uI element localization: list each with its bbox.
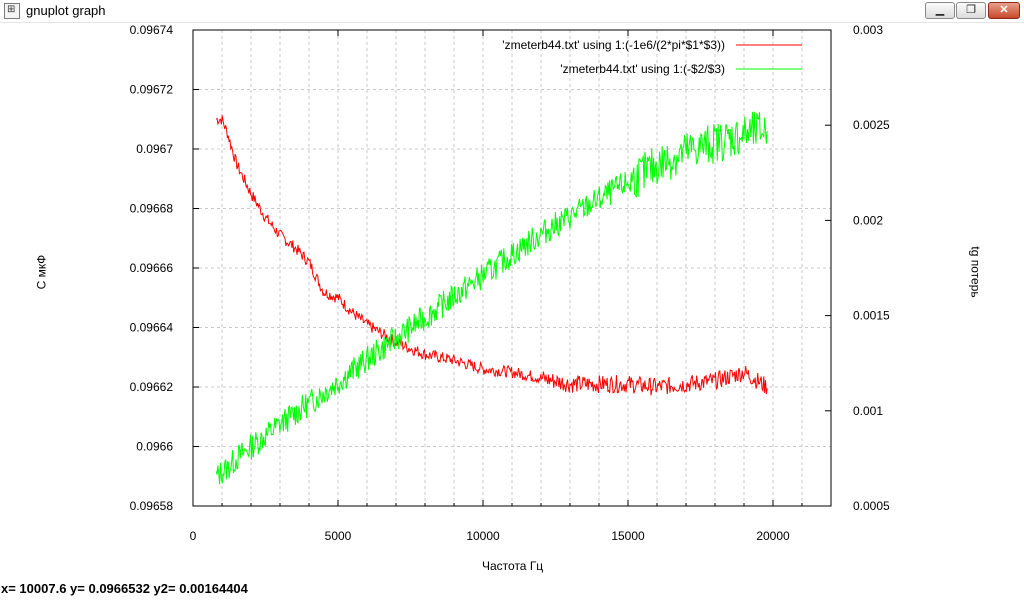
series-line-1 — [215, 115, 768, 396]
y-tick-label: 0.09658 — [130, 499, 174, 513]
y-tick-label: 0.09672 — [130, 83, 174, 97]
y-tick-label: 0.09664 — [130, 321, 174, 335]
legend-label-2: 'zmeterb44.txt' using 1:(-$2/$3) — [560, 62, 725, 76]
series-line-2 — [215, 111, 768, 485]
y-tick-label: 0.09668 — [130, 202, 174, 216]
y2-tick-label: 0.0005 — [853, 499, 890, 513]
restore-button[interactable]: ❐ — [956, 2, 986, 19]
x-tick-label: 10000 — [466, 529, 500, 543]
y-tick-label: 0.09674 — [130, 23, 174, 37]
y2-tick-label: 0.002 — [853, 213, 883, 227]
gnuplot-chart[interactable]: 0 5000 10000 15000 20000 0.09674 0.09672 0.0967… — [0, 22, 1024, 578]
minimize-icon: ▁ — [935, 4, 945, 16]
y-axis-label: С мкФ — [34, 254, 49, 290]
y-tick-label: 0.09662 — [130, 380, 174, 394]
cursor-coordinates: x= 10007.6 y= 0.0966532 y2= 0.00164404 — [1, 581, 248, 596]
title-bar: ⊞ gnuplot graph ▁ ❐ ✕ — [0, 0, 1024, 23]
x-tick-label: 15000 — [611, 529, 645, 543]
y-tick-label: 0.09666 — [130, 261, 174, 275]
y-tick-label: 0.0967 — [136, 142, 173, 156]
y2-tick-label: 0.0015 — [853, 309, 890, 323]
window-title: gnuplot graph — [26, 3, 106, 18]
close-icon: ✕ — [999, 4, 1009, 16]
y2-tick-label: 0.003 — [853, 23, 883, 37]
minimize-button[interactable]: ▁ — [925, 2, 955, 19]
status-bar: x= 10007.6 y= 0.0966532 y2= 0.00164404 — [0, 578, 1024, 600]
legend-label-1: 'zmeterb44.txt' using 1:(-1e6/(2*pi*$1*$… — [502, 38, 725, 52]
x-tick-label: 5000 — [325, 529, 352, 543]
x-tick-label: 0 — [190, 529, 197, 543]
x-tick-label: 20000 — [756, 529, 790, 543]
restore-icon: ❐ — [966, 4, 976, 16]
gnuplot-graph-icon[interactable]: ⊞ — [4, 3, 20, 19]
close-button[interactable]: ✕ — [988, 2, 1020, 19]
y-tick-label: 0.0966 — [136, 440, 173, 454]
y2-tick-label: 0.001 — [853, 404, 883, 418]
x-axis-label: Частота Гц — [482, 559, 544, 573]
y2-axis-label: tg потерь — [968, 246, 983, 298]
y2-tick-label: 0.0025 — [853, 118, 890, 132]
plot-area[interactable]: 0 5000 10000 15000 20000 0.09674 0.09672 0.0967… — [0, 22, 1024, 578]
